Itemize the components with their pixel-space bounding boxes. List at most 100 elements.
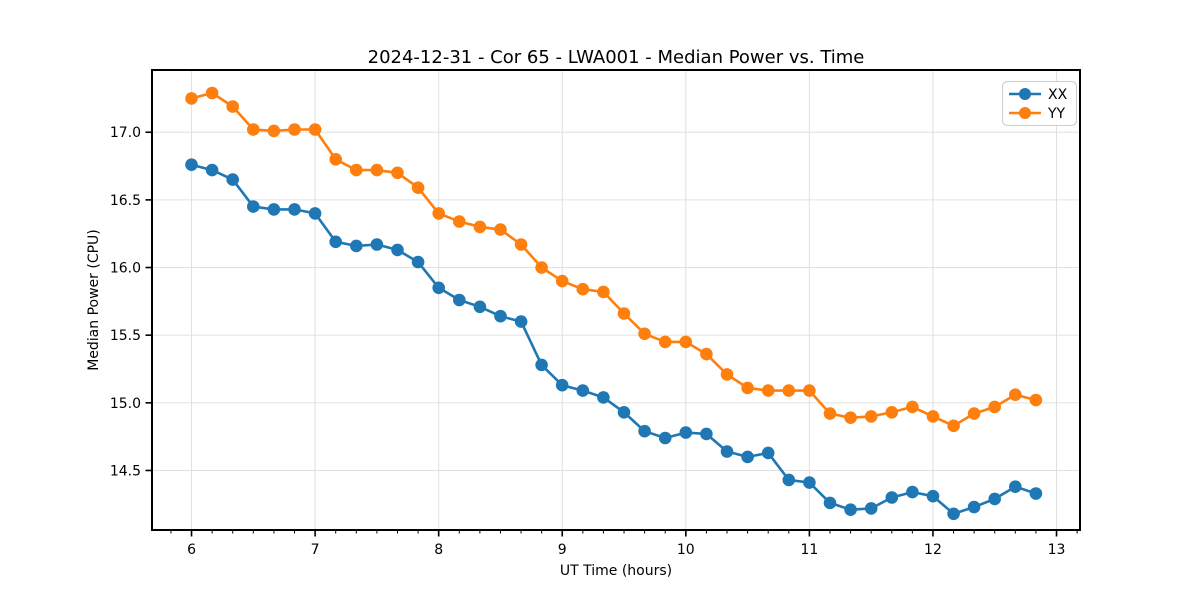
y-axis-label: Median Power (CPU) bbox=[86, 229, 102, 371]
data-point-marker-xx bbox=[350, 239, 363, 253]
data-point-marker-xx bbox=[906, 485, 919, 499]
data-point-marker-xx bbox=[535, 358, 548, 372]
data-point-marker-yy bbox=[638, 327, 651, 341]
plot-area bbox=[152, 70, 1080, 530]
data-point-marker-yy bbox=[761, 384, 775, 397]
data-point-marker-yy bbox=[782, 384, 796, 397]
series-xx bbox=[185, 158, 1043, 521]
data-point-marker-yy bbox=[844, 411, 857, 425]
x-tick-label: 9 bbox=[558, 542, 567, 558]
data-point-marker-yy bbox=[803, 384, 816, 397]
y-tick-label: 16.5 bbox=[110, 193, 141, 209]
x-tick-label: 11 bbox=[800, 542, 818, 558]
data-point-marker-xx bbox=[329, 235, 343, 249]
data-point-marker-yy bbox=[514, 238, 528, 251]
data-point-marker-yy bbox=[597, 285, 610, 299]
data-point-marker-yy bbox=[494, 223, 507, 236]
series-yy bbox=[185, 86, 1043, 433]
data-point-marker-xx bbox=[988, 492, 1001, 506]
data-point-marker-yy bbox=[658, 335, 672, 349]
data-point-marker-xx bbox=[844, 503, 857, 516]
data-point-marker-xx bbox=[473, 300, 487, 314]
data-point-marker-yy bbox=[823, 407, 837, 420]
data-point-marker-yy bbox=[308, 123, 322, 136]
legend: XX YY bbox=[1002, 81, 1077, 126]
legend-marker-yy bbox=[1019, 107, 1031, 119]
y-tick-label: 15.5 bbox=[110, 328, 141, 344]
x-tick-label: 8 bbox=[434, 542, 443, 558]
data-point-marker-yy bbox=[906, 400, 919, 414]
data-point-marker-xx bbox=[288, 203, 301, 216]
y-tick-label: 17.0 bbox=[110, 125, 141, 141]
data-point-marker-xx bbox=[1029, 487, 1043, 500]
data-point-marker-xx bbox=[617, 406, 631, 419]
data-point-marker-xx bbox=[823, 496, 837, 510]
x-tick-label: 13 bbox=[1048, 542, 1066, 558]
data-point-marker-xx bbox=[761, 446, 775, 460]
data-point-marker-xx bbox=[432, 281, 446, 295]
axes-spines bbox=[151, 69, 1081, 531]
data-point-marker-yy bbox=[885, 406, 899, 419]
data-point-marker-yy bbox=[1009, 388, 1022, 402]
data-point-marker-xx bbox=[391, 243, 404, 257]
y-tick-label: 14.5 bbox=[110, 463, 141, 479]
data-point-marker-yy bbox=[226, 100, 239, 113]
data-point-marker-xx bbox=[308, 207, 322, 220]
data-point-marker-yy bbox=[700, 347, 713, 361]
x-tick-label: 7 bbox=[311, 542, 320, 558]
data-point-marker-xx bbox=[247, 200, 260, 213]
data-point-marker-xx bbox=[1009, 480, 1022, 494]
data-point-marker-xx bbox=[597, 391, 610, 404]
data-point-marker-xx bbox=[658, 431, 672, 445]
data-point-marker-xx bbox=[453, 293, 466, 307]
data-point-marker-xx bbox=[864, 502, 878, 515]
data-point-marker-yy bbox=[411, 181, 425, 194]
data-point-marker-yy bbox=[350, 163, 363, 177]
y-tick-label: 16.0 bbox=[110, 261, 141, 277]
data-point-marker-xx bbox=[576, 384, 590, 397]
data-point-marker-yy bbox=[370, 163, 384, 177]
x-tick-label: 12 bbox=[924, 542, 942, 558]
data-point-marker-xx bbox=[226, 173, 239, 186]
data-point-marker-yy bbox=[329, 153, 343, 166]
data-point-marker-yy bbox=[947, 419, 960, 433]
data-point-marker-xx bbox=[885, 491, 899, 504]
data-point-marker-yy bbox=[926, 410, 940, 423]
data-point-marker-xx bbox=[741, 450, 754, 464]
grid bbox=[152, 70, 1080, 530]
series bbox=[185, 86, 1043, 521]
data-point-marker-yy bbox=[391, 166, 404, 180]
data-point-marker-yy bbox=[1029, 393, 1043, 407]
data-point-marker-xx bbox=[926, 489, 940, 503]
data-point-marker-xx bbox=[411, 255, 425, 269]
data-point-marker-yy bbox=[473, 220, 487, 234]
data-point-marker-yy bbox=[453, 215, 466, 228]
legend-marker-xx bbox=[1019, 88, 1031, 100]
data-point-marker-xx bbox=[555, 378, 569, 392]
x-tick-label: 6 bbox=[187, 542, 196, 558]
data-point-marker-xx bbox=[370, 238, 384, 251]
data-point-marker-xx bbox=[514, 315, 528, 328]
y-tick-label: 15.0 bbox=[110, 396, 141, 412]
data-point-marker-yy bbox=[555, 274, 569, 288]
data-point-marker-yy bbox=[988, 400, 1001, 414]
axis-ticks: 6 7 8 9 10 11 12 13 14.5 15.0 15.5 16.0 16.5 17.0 bbox=[110, 125, 1078, 558]
data-point-marker-xx bbox=[803, 476, 816, 489]
data-point-marker-xx bbox=[185, 158, 198, 171]
data-point-marker-xx bbox=[205, 163, 219, 177]
data-point-marker-yy bbox=[185, 92, 198, 105]
data-point-marker-xx bbox=[267, 203, 281, 216]
data-point-marker-yy bbox=[741, 381, 754, 395]
data-point-marker-xx bbox=[782, 473, 796, 487]
x-tick-label: 10 bbox=[677, 542, 695, 558]
data-point-marker-yy bbox=[679, 335, 693, 349]
data-point-marker-yy bbox=[288, 123, 301, 136]
data-point-marker-yy bbox=[967, 407, 981, 420]
data-point-marker-yy bbox=[720, 368, 734, 381]
data-point-marker-xx bbox=[494, 309, 507, 323]
data-point-marker-yy bbox=[205, 86, 219, 100]
data-point-marker-yy bbox=[267, 124, 281, 138]
data-point-marker-yy bbox=[864, 410, 878, 423]
data-point-marker-xx bbox=[720, 445, 734, 458]
